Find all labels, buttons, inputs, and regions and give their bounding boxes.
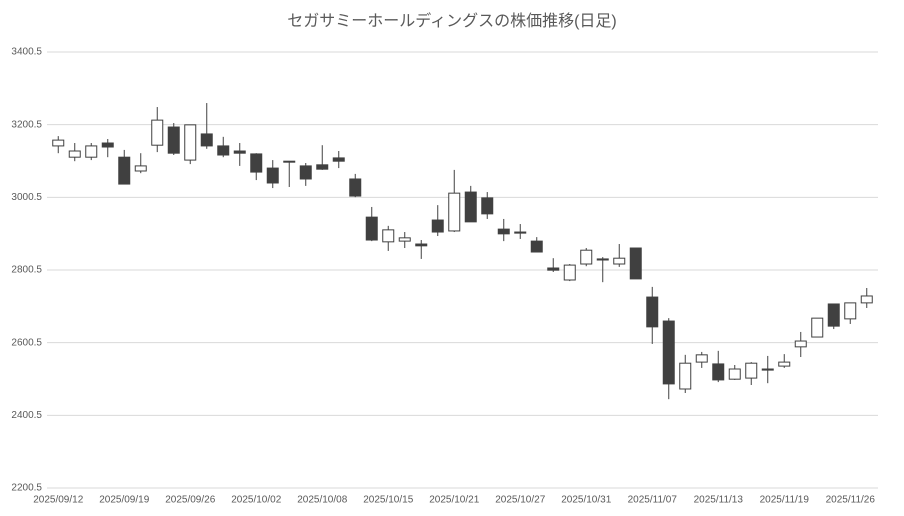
x-tick-label: 2025/09/26 — [165, 495, 215, 506]
x-tick-label: 2025/11/19 — [760, 495, 810, 506]
candle-body — [52, 139, 65, 147]
candle-body — [85, 145, 98, 158]
candle-body — [728, 368, 741, 380]
candle-body — [580, 249, 593, 265]
candle-body — [481, 197, 494, 215]
candle-body — [662, 320, 675, 385]
candle-body — [629, 247, 642, 280]
candle-body — [860, 295, 873, 304]
candle-body — [134, 165, 147, 172]
candle-body — [250, 153, 263, 173]
candle-body — [200, 133, 213, 147]
candle-body — [514, 231, 527, 234]
y-tick-label: 3400.5 — [11, 47, 42, 58]
x-tick-label: 2025/09/19 — [99, 495, 149, 506]
candle-body — [745, 362, 758, 379]
candle-body — [596, 258, 609, 261]
candle-body — [530, 240, 543, 253]
candle-body — [464, 191, 477, 223]
candle-body — [827, 303, 840, 327]
candle-body — [563, 264, 576, 281]
candle-body — [151, 119, 164, 146]
candle-body — [283, 160, 296, 163]
candle-body — [118, 156, 131, 185]
candle-body — [679, 362, 692, 390]
candle-body — [332, 157, 345, 162]
candle-body — [101, 142, 114, 148]
y-tick-label: 2400.5 — [11, 410, 42, 421]
x-tick-label: 2025/10/15 — [363, 495, 413, 506]
y-tick-label: 2600.5 — [11, 337, 42, 348]
candle-body — [613, 257, 626, 265]
x-tick-label: 2025/10/08 — [297, 495, 347, 506]
x-tick-label: 2025/10/02 — [231, 495, 281, 506]
x-tick-label: 2025/09/12 — [33, 495, 83, 506]
x-tick-label: 2025/10/27 — [495, 495, 545, 506]
candle-body — [398, 237, 411, 242]
candle-body — [167, 126, 180, 154]
candle-body — [184, 124, 197, 161]
candle-body — [695, 354, 708, 363]
candle-body — [233, 150, 246, 154]
candle-body — [761, 368, 774, 371]
candle-body — [382, 229, 395, 243]
candle-body — [299, 165, 312, 180]
x-tick-label: 2025/11/13 — [694, 495, 744, 506]
chart-title: セガサミーホールディングスの株価推移(日足) — [287, 11, 617, 30]
x-tick-label: 2025/10/21 — [429, 495, 479, 506]
candle-body — [712, 363, 725, 381]
candle-body — [448, 192, 461, 232]
x-tick-label: 2025/11/26 — [826, 495, 876, 506]
candle-body — [811, 317, 824, 338]
candle-body — [68, 150, 81, 158]
candle-body — [646, 296, 659, 328]
candle-body — [349, 178, 362, 197]
y-tick-label: 2200.5 — [11, 483, 42, 494]
candle-body — [415, 243, 428, 247]
candle-body — [316, 164, 329, 170]
candle-body — [794, 340, 807, 348]
y-tick-label: 2800.5 — [11, 265, 42, 276]
x-tick-label: 2025/11/07 — [628, 495, 678, 506]
x-tick-label: 2025/10/31 — [561, 495, 611, 506]
candle-body — [497, 228, 510, 235]
candle-body — [547, 267, 560, 271]
y-tick-label: 3200.5 — [11, 119, 42, 130]
candle-body — [365, 216, 378, 241]
y-tick-label: 3000.5 — [11, 192, 42, 203]
candle-body — [778, 361, 791, 367]
candle-body — [844, 302, 857, 320]
candle-body — [217, 145, 230, 156]
candle-body — [431, 219, 444, 233]
candle-body — [266, 167, 279, 184]
